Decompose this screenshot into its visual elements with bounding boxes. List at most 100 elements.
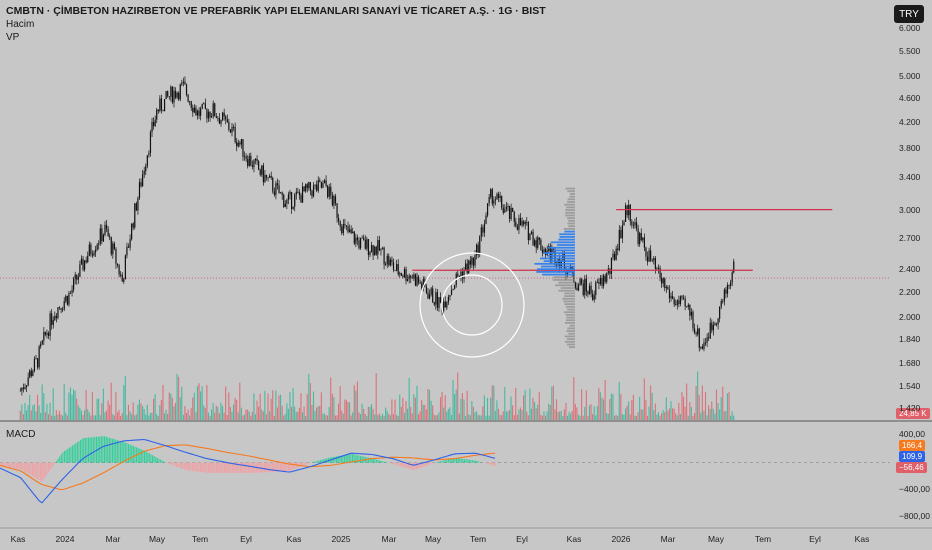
volume-bar	[463, 399, 465, 420]
volume-bar	[653, 410, 655, 420]
histogram-bar	[348, 454, 350, 463]
volume-bar	[55, 410, 57, 420]
volume-profile-bar	[557, 244, 575, 246]
candle-body	[523, 221, 525, 225]
histogram-bar	[491, 462, 493, 466]
candle-body	[432, 288, 434, 303]
volume-bar	[243, 414, 246, 420]
volume-profile-bar	[564, 340, 575, 343]
histogram-bar	[59, 456, 61, 463]
candle-body	[129, 239, 131, 248]
volume-bar	[339, 386, 341, 420]
candle-body	[563, 253, 566, 271]
candle-body	[283, 194, 285, 208]
volume-bar	[178, 376, 180, 420]
histogram-bar	[480, 461, 482, 463]
macd-label[interactable]: MACD	[6, 429, 36, 440]
histogram-bar	[65, 449, 67, 463]
volume-bar	[618, 381, 620, 420]
price-tick-label: 5.000	[899, 70, 921, 81]
volume-bar	[697, 371, 699, 420]
time-tick-label: Mar	[105, 534, 121, 544]
histogram-bar	[369, 458, 371, 463]
candle-body	[333, 196, 335, 206]
candle-body	[153, 122, 155, 127]
histogram-bar	[152, 455, 154, 463]
volume-bar	[93, 415, 95, 420]
candle-body	[85, 260, 87, 263]
candle-body	[319, 180, 321, 182]
histogram-bar	[80, 439, 82, 463]
volume-bar	[673, 408, 675, 420]
volume-profile-bar	[566, 206, 575, 209]
volume-bar	[149, 412, 151, 420]
volume-bar	[57, 414, 59, 420]
candle-body	[642, 237, 644, 241]
time-tick-label: Eyl	[240, 534, 252, 544]
candle-body	[405, 269, 407, 281]
histogram-bar	[49, 462, 51, 471]
volume-bar	[80, 410, 82, 420]
volume-bar	[237, 412, 239, 420]
volume-bar	[585, 390, 587, 420]
vp-indicator-label[interactable]: VP	[6, 32, 20, 43]
volume-bar	[634, 415, 636, 420]
candle-body	[269, 175, 271, 178]
volume-bar	[254, 414, 257, 420]
histogram-bar	[380, 460, 382, 463]
volume-bar	[621, 414, 623, 420]
candle-body	[292, 206, 294, 209]
volume-bar	[651, 392, 653, 420]
volume-bar	[675, 413, 677, 420]
volume-bar	[364, 413, 366, 420]
currency-button[interactable]: TRY	[894, 5, 924, 23]
histogram-bar	[94, 436, 96, 463]
volume-bar	[681, 392, 683, 420]
candle-body	[668, 289, 671, 299]
histogram-bar	[446, 459, 448, 463]
candle-body	[436, 292, 439, 308]
candle-body	[394, 269, 396, 271]
histogram-bar	[246, 462, 248, 473]
volume-bar	[378, 413, 380, 420]
volume-bar	[416, 385, 418, 420]
volume-bar	[573, 377, 575, 420]
price-tick-label: 4.200	[899, 116, 921, 127]
candle-body	[581, 278, 583, 284]
histogram-bar	[57, 458, 59, 463]
histogram-bar	[86, 437, 88, 463]
histogram-bar	[70, 446, 72, 463]
volume-bar	[336, 415, 338, 420]
candle-body	[615, 248, 617, 260]
histogram-bar	[51, 462, 53, 468]
candle-body	[65, 295, 67, 302]
volume-bar	[323, 413, 326, 420]
candle-body	[417, 276, 420, 283]
volume-bar	[341, 410, 343, 420]
volume-bar	[331, 393, 333, 420]
volume-profile-bar	[566, 343, 575, 346]
candle-body	[505, 207, 507, 210]
volume-profile-bar	[567, 198, 575, 201]
histogram-bar	[208, 462, 210, 473]
volume-indicator-label[interactable]: Hacim	[6, 19, 35, 30]
histogram-bar	[382, 461, 384, 463]
histogram-bar	[334, 456, 336, 463]
candle-body	[471, 257, 473, 265]
volume-bar	[537, 404, 539, 420]
volume-profile-bar	[566, 330, 575, 332]
histogram-bar	[462, 458, 464, 463]
histogram-bar	[24, 462, 26, 472]
volume-bar	[424, 405, 426, 420]
histogram-bar	[412, 462, 414, 471]
macd-tick-label: −800,00	[899, 511, 930, 522]
candle-body	[508, 206, 511, 219]
candle-body	[389, 259, 391, 266]
volume-bar	[145, 414, 147, 420]
candle-body	[342, 223, 344, 234]
volume-bar	[112, 414, 114, 420]
candle-body	[369, 252, 371, 255]
histogram-bar	[307, 462, 309, 464]
candle-body	[36, 358, 39, 368]
histogram-bar	[73, 444, 75, 463]
